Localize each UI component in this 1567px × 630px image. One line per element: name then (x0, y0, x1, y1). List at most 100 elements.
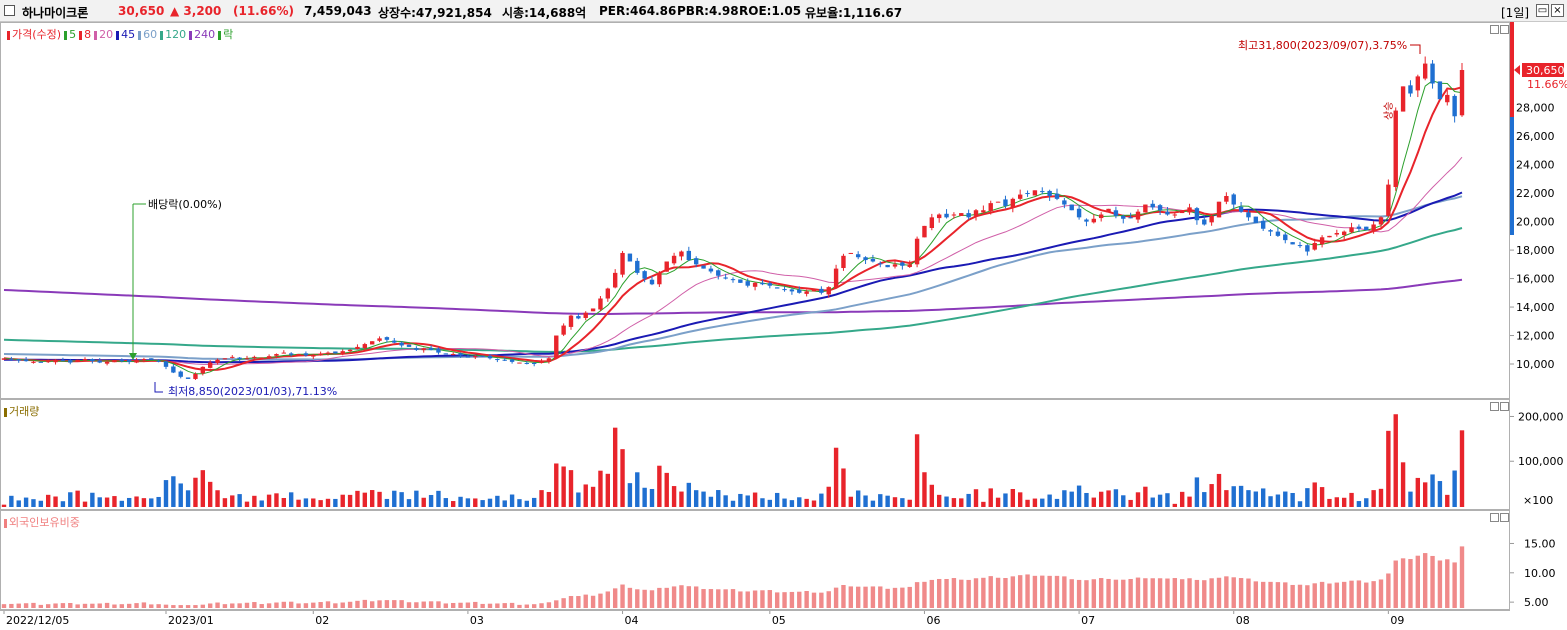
volume-bar (716, 490, 721, 507)
foreign-ratio-bar (804, 591, 809, 608)
candle-body (1216, 201, 1222, 218)
volume-bar (1452, 470, 1457, 507)
volume-bar (207, 481, 213, 507)
volume-bar (760, 498, 765, 507)
foreign-ratio-bar (222, 604, 228, 608)
foreign-ratio-bar (936, 578, 942, 608)
volume-bar (598, 470, 603, 507)
volume-bar (303, 498, 309, 507)
volume-bar (369, 490, 375, 507)
volume-bar (1253, 491, 1259, 507)
price-change: ▲ 3,200 (170, 4, 222, 18)
period-selector[interactable]: [1일] (1501, 6, 1530, 20)
volume-bar (789, 500, 795, 507)
candle-body (325, 352, 331, 354)
candle-body (1017, 194, 1023, 199)
volume-bar (826, 486, 831, 507)
foreign-ratio-bar (355, 600, 360, 608)
candle-body (738, 279, 743, 283)
foreign-ratio-bar (45, 604, 51, 608)
candle-body (38, 361, 44, 363)
candle-body (31, 361, 36, 363)
pane-minimize-icon[interactable] (1490, 402, 1499, 411)
volume-bar (738, 493, 743, 507)
foreign-ratio-bar (671, 586, 677, 608)
candle-body (1386, 184, 1391, 216)
candle-body (53, 359, 58, 363)
high-annotation-arrow-icon (1410, 44, 1421, 54)
foreign-ratio-bar (1445, 559, 1450, 608)
candle-body (826, 287, 831, 295)
volume-bar (1128, 499, 1133, 507)
volume-bar (414, 490, 419, 507)
pane-close-icon[interactable] (1500, 402, 1509, 411)
volume-bar (671, 486, 677, 507)
volume-bar (1356, 501, 1362, 507)
candle-body (959, 213, 964, 216)
volume-bar (1179, 491, 1185, 507)
foreign-ratio-bar (1025, 574, 1030, 608)
volume-bar (1275, 494, 1281, 507)
foreign-ratio-bar (82, 603, 88, 608)
foreign-ratio-bar (546, 602, 552, 608)
candle-body (671, 255, 677, 264)
foreign-ratio-bar (826, 591, 831, 608)
volume-bar (1334, 497, 1340, 507)
foreign-ratio-bar (598, 593, 603, 608)
volume-bar (605, 473, 611, 507)
price-pane[interactable] (0, 22, 1510, 399)
foreign-ratio-bar (797, 591, 802, 608)
close-icon[interactable]: × (1551, 4, 1564, 17)
foreign-ratio-bar (149, 604, 154, 608)
legend-marker-icon (160, 30, 164, 40)
pane-close-icon[interactable] (1500, 25, 1509, 34)
pane-minimize-icon[interactable] (1490, 25, 1499, 34)
volume-bar (1209, 484, 1214, 507)
volume-bar (657, 465, 662, 507)
roe-value: ROE:1.05 (739, 4, 802, 18)
volume-bar (495, 495, 500, 507)
foreign-ratio-bar (509, 602, 515, 608)
volume-bar (848, 496, 854, 507)
restore-icon[interactable]: ▭ (1536, 4, 1549, 17)
candle-body (1157, 205, 1163, 211)
foreign-ratio-bar (436, 601, 441, 608)
volume-bar (804, 498, 809, 507)
foreign-ratio-bar (922, 581, 927, 608)
volume-bar (421, 497, 426, 507)
candle-body (266, 356, 272, 358)
candle-body (82, 359, 88, 361)
x-axis-label: 08 (1236, 614, 1250, 627)
foreign-ratio-bar (1275, 582, 1281, 608)
foreign-ratio-bar (230, 603, 235, 608)
pane-minimize-icon[interactable] (1490, 513, 1499, 522)
volume-bar (546, 491, 552, 507)
candle-body (1422, 63, 1428, 79)
foreign-ratio-bar (1283, 582, 1288, 608)
select-checkbox[interactable] (4, 5, 15, 16)
foreign-ratio-bar (259, 604, 264, 608)
foreign-ratio-bar (318, 602, 323, 608)
pane-close-icon[interactable] (1500, 513, 1509, 522)
foreign-ratio-bar (450, 602, 456, 608)
candle-body (664, 261, 669, 272)
foreign-ratio-bar (1098, 578, 1104, 608)
candle-body (841, 255, 846, 269)
foreign-ratio-bar (487, 603, 493, 608)
candle-body (1194, 208, 1200, 221)
foreign-y-tick-label: 10.00 (1524, 567, 1556, 580)
candle-body (752, 282, 758, 287)
volume-pane[interactable] (0, 399, 1510, 510)
foreign-ratio-bar (465, 602, 471, 608)
candle-body (1135, 211, 1141, 220)
candle-body (1165, 211, 1170, 215)
candle-body (362, 344, 368, 349)
candle-body (878, 263, 883, 265)
candle-body (207, 362, 213, 368)
volume-bar (362, 492, 368, 507)
foreign-ratio-bar (568, 596, 574, 608)
volume-bar (1, 504, 7, 507)
foreign-ratio-pane[interactable] (0, 510, 1510, 610)
candle-body (1224, 196, 1229, 202)
volume-bar (60, 501, 66, 507)
